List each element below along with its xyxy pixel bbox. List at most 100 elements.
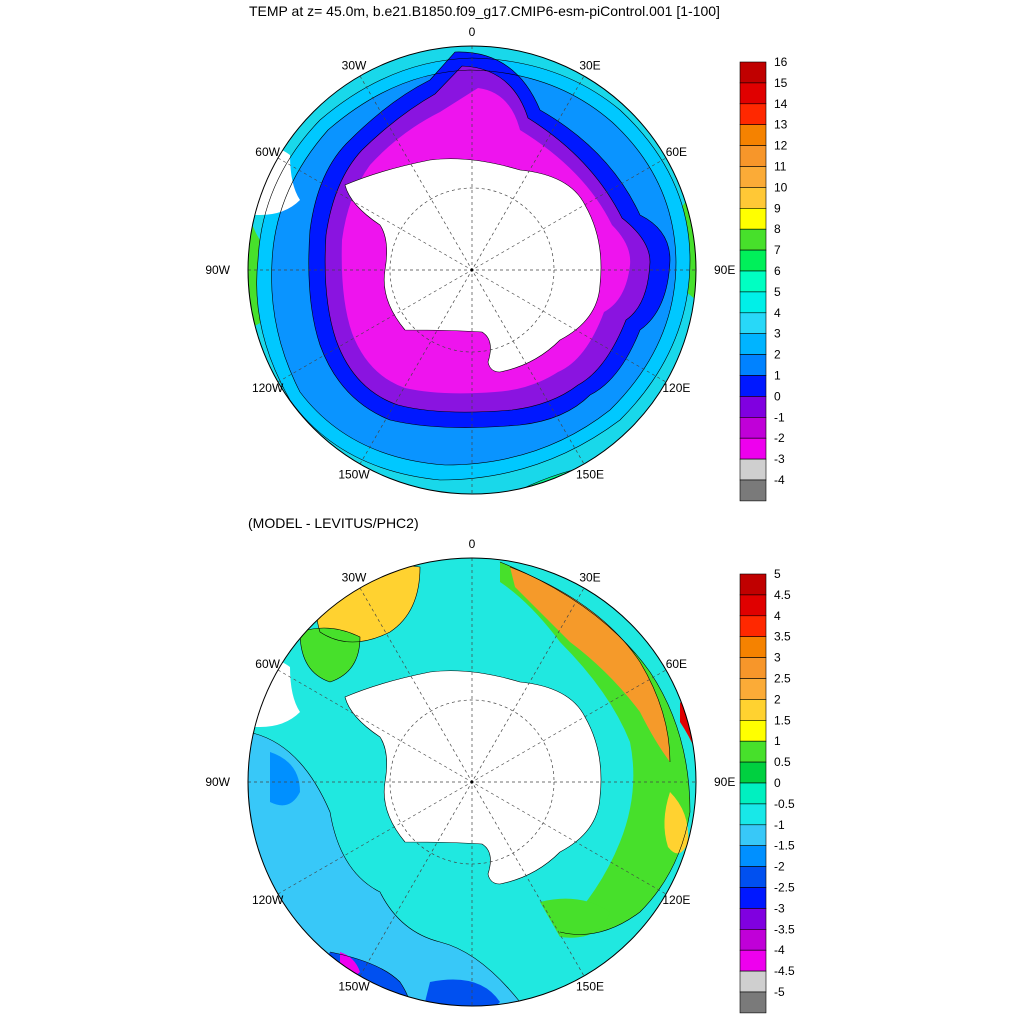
longitude-label: 90E: [714, 775, 735, 789]
bottom-longitude-labels: 030E60E90E120E150E180150W120W90W60W30W: [205, 537, 735, 1024]
top-longitude-labels: 0 30E 60E 90E 120E 150E 180 150W 120W 90W 60W 30W: [205, 25, 735, 512]
top-map-title: TEMP at z= 45.0m, b.e21.B1850.f09_g17.CM…: [249, 3, 720, 19]
colorbar-swatch: [739, 720, 767, 742]
colorbar-label: -4.5: [774, 964, 795, 978]
longitude-label: 30E: [579, 59, 600, 73]
colorbar-label: 12: [774, 139, 788, 153]
colorbar-label: 1: [774, 369, 781, 383]
bottom-difference-map: 030E60E90E120E150E180150W120W90W60W30W 5…: [205, 537, 795, 1024]
colorbar-swatch: [739, 208, 767, 230]
colorbar-label: 3: [774, 327, 781, 341]
colorbar-swatch: [739, 991, 767, 1014]
colorbar-label: -1: [774, 818, 785, 832]
colorbar-swatch: [739, 782, 767, 805]
colorbar-swatch: [739, 699, 767, 721]
longitude-label: 150E: [576, 467, 604, 481]
colorbar-label: 15: [774, 76, 788, 90]
colorbar-swatch: [739, 145, 767, 167]
colorbar-label: 3.5: [774, 630, 791, 644]
top-temperature-map: 030E60E90E120E150E180150W120W90W60W30W 1…: [205, 25, 788, 512]
colorbar-swatch: [739, 312, 767, 334]
antarctica-landmask: [345, 158, 601, 372]
colorbar-swatch: [739, 228, 767, 251]
colorbar-label: 2: [774, 692, 781, 706]
colorbar-label: 1: [774, 734, 781, 748]
colorbar-label: 10: [774, 180, 788, 194]
colorbar-swatch: [739, 437, 767, 460]
colorbar-label: 2: [774, 348, 781, 362]
diff-neg25-patch-180: [420, 979, 500, 1006]
longitude-label: 180: [462, 511, 482, 512]
colorbar-label: 4: [774, 306, 781, 320]
colorbar-label: 6: [774, 264, 781, 278]
diff-pos1-band-east: [500, 562, 690, 935]
colorbar-swatch: [739, 740, 767, 763]
bottom-map-boundary: [247, 557, 697, 1007]
bottom-colorbar: 5 4.5 4 3.5 3 2.5 2 1.5 1 0.5 0 -0.5 -1 -1.5 -2 -2.5 -3 -…: [739, 567, 795, 1014]
colorbar-label: 5: [774, 285, 781, 299]
longitude-label: 120E: [662, 381, 690, 395]
colorbar-swatch: [739, 908, 767, 930]
colorbar-swatch: [739, 61, 767, 84]
colorbar-swatch: [739, 949, 767, 972]
colorbar-swatch: [739, 594, 767, 617]
colorbar-label: -2.5: [774, 881, 795, 895]
colorbar-label: -3: [774, 452, 785, 466]
colorbar-label: 7: [774, 243, 781, 257]
colorbar-label: 3: [774, 651, 781, 665]
colorbar-swatch: [739, 970, 767, 993]
longitude-label: 150W: [338, 467, 370, 481]
diff-pos3-patch-30e: [510, 567, 670, 762]
colorbar-label: 16: [774, 55, 788, 69]
colorbar-label: -1: [774, 410, 785, 424]
colorbar-swatch: [739, 887, 767, 909]
colorbar-swatch: [739, 866, 767, 888]
diff-pos2-patch-90e: [664, 792, 689, 854]
bottom-map-field: [248, 558, 696, 1006]
colorbar-label: 5: [774, 567, 781, 581]
longitude-label: 120E: [662, 893, 690, 907]
colorbar-swatch: [739, 615, 767, 638]
colorbar-label: 0.5: [774, 755, 791, 769]
colorbar-label: 11: [774, 160, 787, 174]
colorbar-swatch: [739, 166, 767, 188]
longitude-label: 150W: [338, 979, 370, 993]
colorbar-swatch: [739, 458, 767, 481]
colorbar-swatch: [739, 396, 767, 418]
colorbar-swatch: [739, 803, 767, 826]
longitude-label: 60W: [255, 657, 280, 671]
diff-neg2-patch-90w: [270, 752, 300, 806]
colorbar-swatch: [739, 479, 767, 502]
colorbar-swatch: [739, 678, 767, 700]
colorbar-label: 14: [774, 97, 788, 111]
top-map-field: [248, 46, 696, 494]
colorbar-swatch: [739, 375, 767, 397]
colorbar-label: -0.5: [774, 797, 795, 811]
colorbar-label: 0: [774, 389, 781, 403]
colorbar-swatch: [739, 573, 767, 596]
colorbar-swatch: [739, 124, 767, 146]
longitude-label: 150E: [576, 979, 604, 993]
south-pole-marker: [470, 268, 474, 272]
longitude-label: 90E: [714, 263, 735, 277]
colorbar-label: 2.5: [774, 672, 791, 686]
colorbar-label: -3.5: [774, 922, 795, 936]
colorbar-swatch: [739, 82, 767, 105]
colorbar-swatch: [739, 657, 767, 679]
south-pole-marker: [470, 780, 474, 784]
colorbar-label: -2: [774, 431, 785, 445]
bottom-map-title: (MODEL - LEVITUS/PHC2): [248, 515, 419, 531]
longitude-label: 30W: [342, 571, 367, 585]
colorbar-swatch: [739, 636, 767, 658]
colorbar-swatch: [739, 354, 767, 376]
longitude-label: 0: [469, 537, 476, 551]
colorbar-label: 9: [774, 201, 781, 215]
colorbar-swatch: [739, 416, 767, 439]
longitude-label: 120W: [252, 381, 284, 395]
colorbar-swatch: [739, 291, 767, 314]
colorbar-swatch: [739, 249, 767, 272]
colorbar-swatch: [739, 845, 767, 867]
colorbar-swatch: [739, 187, 767, 209]
colorbar-label: -2: [774, 860, 785, 874]
longitude-label: 60E: [666, 145, 687, 159]
